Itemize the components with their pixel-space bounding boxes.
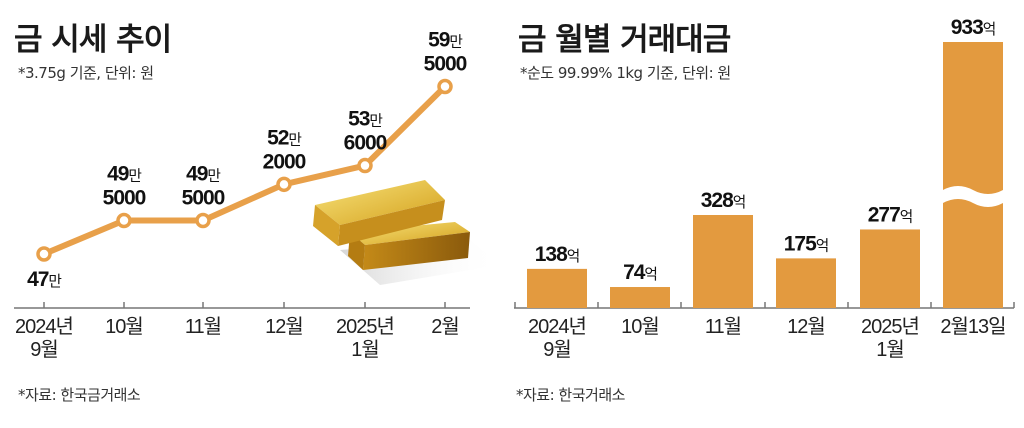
price-line	[42, 84, 448, 257]
x-tick-label: 2월13일	[940, 315, 1005, 338]
x-tick-label: 1월	[351, 338, 379, 361]
value-label-sub: 2000	[263, 150, 306, 173]
data-point	[116, 212, 132, 229]
x-tick-label: 2025년	[336, 315, 394, 338]
bar	[776, 258, 836, 308]
x-tick-label: 10월	[105, 315, 143, 338]
line-chart-subtitle: *3.75g 기준, 단위: 원	[18, 64, 154, 82]
x-tick-label: 2024년	[528, 315, 586, 338]
data-point	[36, 246, 52, 262]
data-point	[357, 157, 373, 174]
bar	[610, 287, 670, 308]
value-label: 49만	[186, 163, 220, 186]
bar	[527, 268, 587, 308]
value-label-sub: 6000	[344, 132, 387, 155]
bar	[693, 215, 753, 308]
value-label: 52만	[267, 126, 301, 149]
value-label: 277억	[868, 203, 913, 226]
x-tick-label: 1월	[876, 338, 904, 361]
bar	[860, 229, 920, 308]
gold-bars-illustration	[313, 180, 500, 285]
x-tick-label: 9월	[30, 338, 58, 361]
value-label: 53만	[348, 108, 382, 131]
x-tick-label: 11월	[185, 315, 221, 338]
x-tick-label: 2025년	[861, 315, 919, 338]
bar-chart-title: 금 월별 거래대금	[518, 22, 731, 58]
data-point	[195, 212, 211, 229]
x-tick-label: 12월	[787, 315, 825, 338]
x-tick-label: 10월	[621, 315, 659, 338]
line-chart-source: *자료: 한국금거래소	[18, 386, 141, 404]
x-tick-label: 2024년	[15, 315, 73, 338]
data-point	[437, 78, 453, 95]
value-label: 328억	[701, 189, 746, 212]
value-label: 47만	[27, 268, 61, 291]
bar-chart-source: *자료: 한국거래소	[516, 386, 625, 404]
bar	[943, 42, 1003, 308]
x-tick-label: 2월	[431, 315, 459, 338]
value-label-sub: 5000	[424, 53, 467, 76]
axis-break-icon	[943, 186, 1003, 207]
value-label: 933억	[951, 16, 996, 39]
bar-chart-subtitle: *순도 99.99% 1kg 기준, 단위: 원	[520, 64, 731, 82]
x-tick-label: 12월	[265, 315, 303, 338]
line-chart-title: 금 시세 추이	[14, 22, 172, 58]
x-tick-label: 11월	[705, 315, 741, 338]
value-label: 59만	[428, 29, 462, 52]
x-tick-label: 9월	[543, 338, 571, 361]
value-label: 138억	[535, 243, 580, 266]
value-label: 74억	[623, 261, 657, 284]
value-label-sub: 5000	[182, 187, 225, 210]
value-label: 175억	[784, 232, 829, 255]
value-label: 49만	[107, 163, 141, 186]
data-point	[276, 176, 292, 193]
value-label-sub: 5000	[103, 187, 146, 210]
